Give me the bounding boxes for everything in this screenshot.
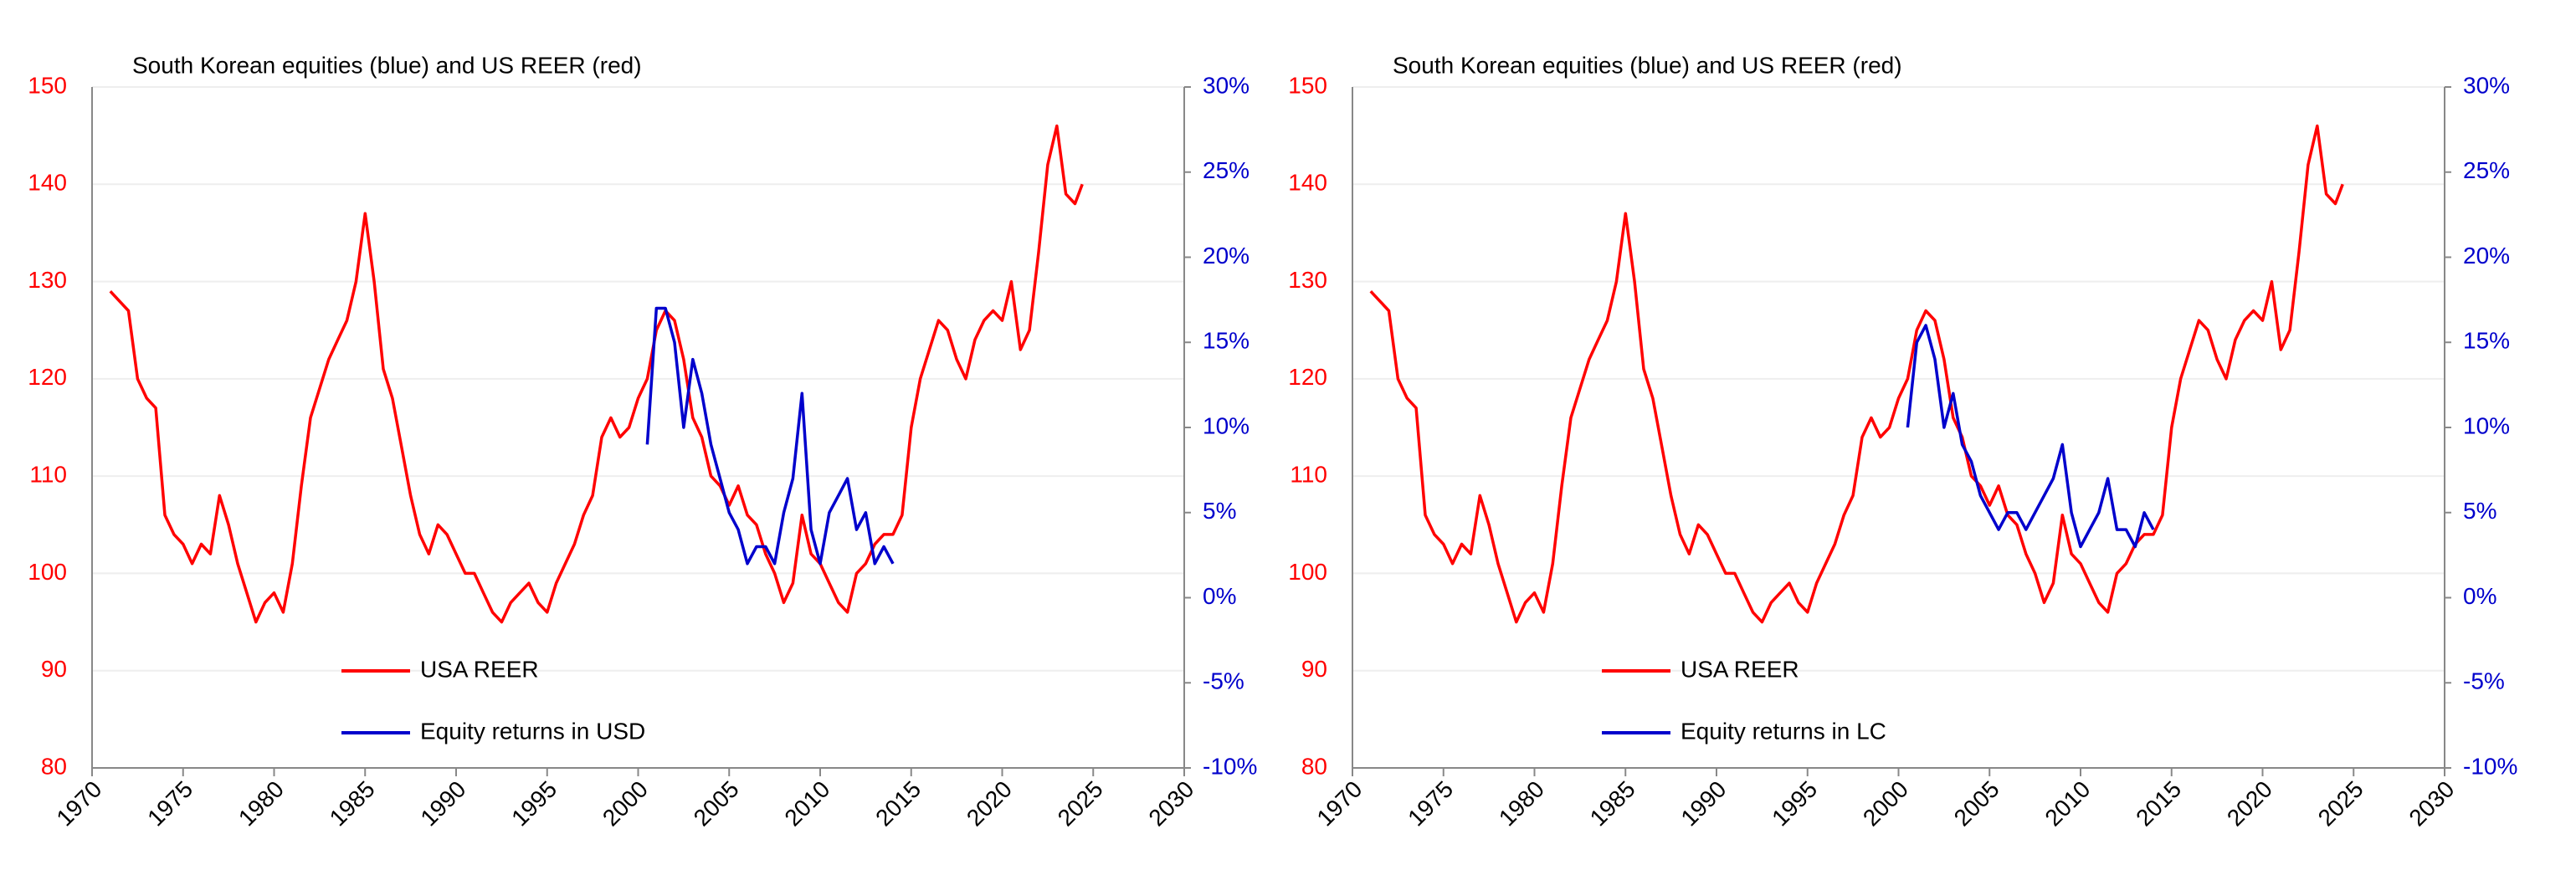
x-tick-label: 2010 xyxy=(779,776,834,832)
x-tick-label: 1970 xyxy=(51,776,106,832)
x-tick-label: 2005 xyxy=(689,776,744,832)
x-tick-label: 1980 xyxy=(233,776,289,832)
y-tick-label: 140 xyxy=(28,170,67,196)
y2-tick-label: 15% xyxy=(2463,328,2510,354)
y-tick-label: 100 xyxy=(28,559,67,585)
x-tick-label: 2005 xyxy=(1949,776,2004,832)
series-line xyxy=(1906,324,2155,549)
chart-title: South Korean equities (blue) and US REER… xyxy=(1393,52,1902,78)
x-tick-label: 2030 xyxy=(2404,776,2459,832)
x-tick-label: 1975 xyxy=(1403,776,1458,832)
y-tick-label: 130 xyxy=(28,267,67,293)
series-line xyxy=(1369,124,2344,624)
y-tick-label: 110 xyxy=(29,462,67,488)
y2-tick-label: -10% xyxy=(2463,753,2517,779)
x-tick-label: 2020 xyxy=(2222,776,2277,832)
y-tick-label: 80 xyxy=(1301,753,1327,779)
y2-tick-label: 5% xyxy=(1203,498,1236,524)
x-tick-label: 1980 xyxy=(1494,776,1549,832)
x-tick-label: 2020 xyxy=(962,776,1017,832)
y2-tick-label: 10% xyxy=(2463,412,2510,438)
y-tick-label: 120 xyxy=(1288,364,1327,390)
x-tick-label: 1995 xyxy=(1767,776,1822,832)
y2-tick-label: 20% xyxy=(2463,243,2510,269)
chart-title: South Korean equities (blue) and US REER… xyxy=(132,52,642,78)
y-tick-label: 110 xyxy=(1290,462,1327,488)
y-tick-label: 150 xyxy=(28,72,67,98)
x-tick-label: 1985 xyxy=(325,776,380,832)
x-tick-label: 2030 xyxy=(1143,776,1198,832)
y2-tick-label: 0% xyxy=(2463,583,2496,609)
y2-tick-label: 20% xyxy=(1203,243,1250,269)
x-tick-label: 2025 xyxy=(2313,776,2368,832)
legend-label: Equity returns in LC xyxy=(1681,718,1886,744)
x-tick-label: 1995 xyxy=(506,776,562,832)
x-tick-label: 1990 xyxy=(415,776,470,832)
y2-tick-label: 30% xyxy=(2463,72,2510,98)
y2-tick-label: 25% xyxy=(2463,157,2510,183)
series-line xyxy=(645,306,895,565)
x-tick-label: 1970 xyxy=(1311,776,1367,832)
y2-tick-label: 10% xyxy=(1203,412,1250,438)
x-tick-label: 1990 xyxy=(1675,776,1731,832)
y2-tick-label: -5% xyxy=(2463,668,2505,694)
y2-tick-label: 30% xyxy=(1203,72,1250,98)
x-tick-label: 2010 xyxy=(2040,776,2095,832)
legend-label: USA REER xyxy=(420,656,539,682)
y2-tick-label: 15% xyxy=(1203,328,1250,354)
x-tick-label: 2000 xyxy=(1858,776,1913,832)
y2-tick-label: 25% xyxy=(1203,157,1250,183)
y-tick-label: 90 xyxy=(41,656,67,682)
y-tick-label: 80 xyxy=(41,753,67,779)
x-tick-label: 2000 xyxy=(598,776,653,832)
legend-label: Equity returns in USD xyxy=(420,718,645,744)
x-tick-label: 2015 xyxy=(2131,776,2186,832)
legend-label: USA REER xyxy=(1681,656,1799,682)
y-tick-label: 130 xyxy=(1288,267,1327,293)
y2-tick-label: 0% xyxy=(1203,583,1236,609)
x-tick-label: 1975 xyxy=(142,776,198,832)
y2-tick-label: 5% xyxy=(2463,498,2496,524)
y-tick-label: 100 xyxy=(1288,559,1327,585)
x-tick-label: 1985 xyxy=(1585,776,1640,832)
series-line xyxy=(109,124,1084,624)
y-tick-label: 150 xyxy=(1288,72,1327,98)
y-tick-label: 120 xyxy=(28,364,67,390)
x-tick-label: 2015 xyxy=(870,776,926,832)
y-tick-label: 140 xyxy=(1288,170,1327,196)
y2-tick-label: -10% xyxy=(1203,753,1257,779)
y-tick-label: 90 xyxy=(1301,656,1327,682)
x-tick-label: 2025 xyxy=(1053,776,1108,832)
y2-tick-label: -5% xyxy=(1203,668,1244,694)
